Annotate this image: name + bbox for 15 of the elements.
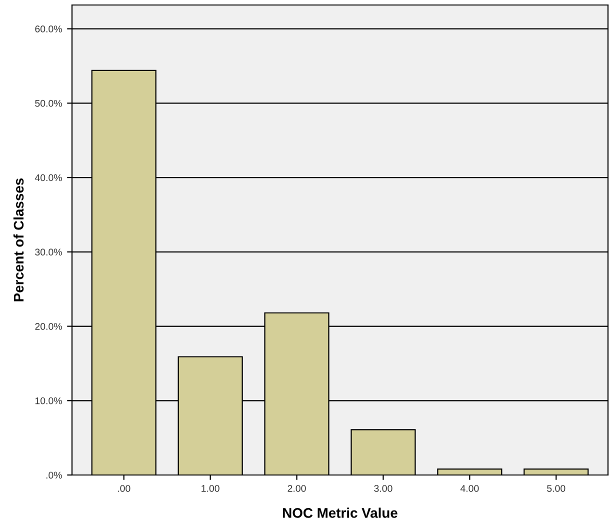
y-tick-label: 60.0% bbox=[35, 26, 62, 32]
x-tick-label: .00 bbox=[118, 484, 130, 492]
y-axis-title: Percent of Classes bbox=[13, 178, 24, 302]
y-tick-label: .0% bbox=[46, 472, 62, 479]
y-tick-label: 50.0% bbox=[35, 100, 62, 107]
x-tick-label: 3.00 bbox=[374, 484, 392, 492]
x-tick-label: 1.00 bbox=[202, 484, 220, 492]
y-tick-label: 30.0% bbox=[35, 248, 62, 256]
x-axis-title: NOC Metric Value bbox=[283, 508, 398, 518]
y-tick-label: 40.0% bbox=[34, 174, 62, 182]
y-tick-label: 10.0% bbox=[35, 397, 62, 404]
x-tick-label: 5.00 bbox=[547, 484, 566, 492]
y-tick-label: 20.0% bbox=[35, 323, 62, 330]
x-tick-label: 4.00 bbox=[460, 484, 479, 492]
x-tick-label: 2.00 bbox=[288, 484, 306, 492]
